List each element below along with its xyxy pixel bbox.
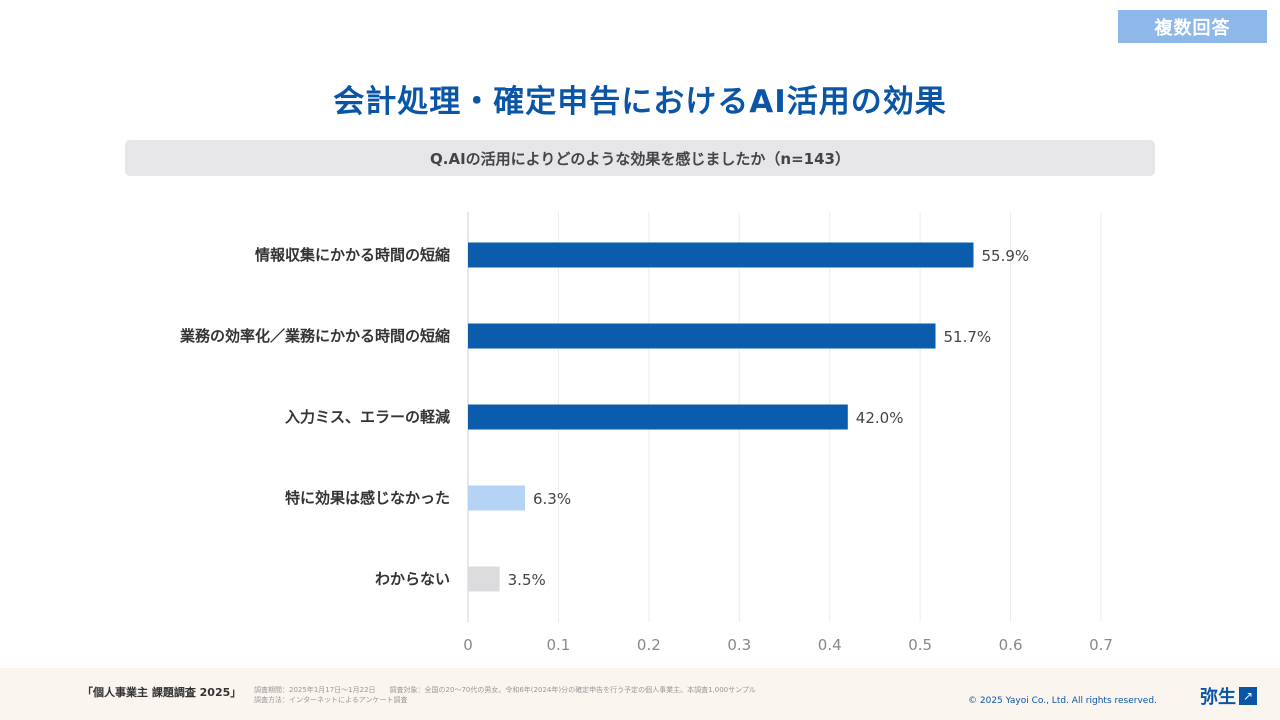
x-tick-label: 0.3 <box>727 636 751 654</box>
page-title: 会計処理・確定申告におけるAI活用の効果 <box>333 84 947 120</box>
yayoi-logo: 弥生 ↗ <box>1200 683 1257 709</box>
bar <box>468 323 936 349</box>
category-label: 業務の効率化／業務にかかる時間の短縮 <box>179 327 450 345</box>
category-label: 情報収集にかかる時間の短縮 <box>255 246 450 264</box>
survey-name: 「個人事業主 課題調査 2025」 <box>82 686 242 699</box>
x-tick-label: 0.5 <box>908 636 932 654</box>
data-label: 55.9% <box>981 247 1029 265</box>
data-label: 3.5% <box>508 571 546 589</box>
x-tick-label: 0.2 <box>637 636 661 654</box>
bar <box>468 485 525 511</box>
survey-notes: 調査期間：2025年1月17日〜1月22日 調査対象：全国の20〜70代の男女。… <box>254 685 756 705</box>
category-label: 入力ミス、エラーの軽減 <box>285 408 450 426</box>
footer: 「個人事業主 課題調査 2025」 調査期間：2025年1月17日〜1月22日 … <box>0 668 1280 720</box>
logo-text: 弥生 <box>1200 687 1236 708</box>
survey-note-line-2: 調査方法：インターネットによるアンケート調査 <box>254 696 408 704</box>
data-label: 6.3% <box>533 490 571 508</box>
copyright: © 2025 Yayoi Co., Ltd. All rights reserv… <box>968 696 1157 706</box>
x-tick-label: 0.1 <box>546 636 570 654</box>
multiple-answer-badge: 複数回答 <box>1118 10 1267 43</box>
logo-arrow-icon: ↗ <box>1239 687 1257 705</box>
category-label: わからない <box>375 570 450 588</box>
bar <box>468 566 500 592</box>
question-text: Q.AIの活用によりどのような効果を感じましたか（n=143） <box>430 149 850 168</box>
x-tick-label: 0 <box>463 636 473 654</box>
survey-note-line-1: 調査期間：2025年1月17日〜1月22日 調査対象：全国の20〜70代の男女。… <box>254 686 756 694</box>
x-tick-label: 0.4 <box>818 636 842 654</box>
data-label: 42.0% <box>856 409 904 427</box>
category-label: 特に効果は感じなかった <box>285 489 450 507</box>
question-banner: Q.AIの活用によりどのような効果を感じましたか（n=143） <box>125 140 1155 176</box>
data-label: 51.7% <box>944 328 992 346</box>
x-tick-label: 0.7 <box>1089 636 1113 654</box>
bar <box>468 242 974 268</box>
x-tick-label: 0.6 <box>999 636 1023 654</box>
bar <box>468 404 848 430</box>
bar-chart: 0 0.1 0.2 0.3 0.4 0.5 0.6 0.7 情報収集にかかる時間の短縮 55.9%… <box>179 212 1113 654</box>
